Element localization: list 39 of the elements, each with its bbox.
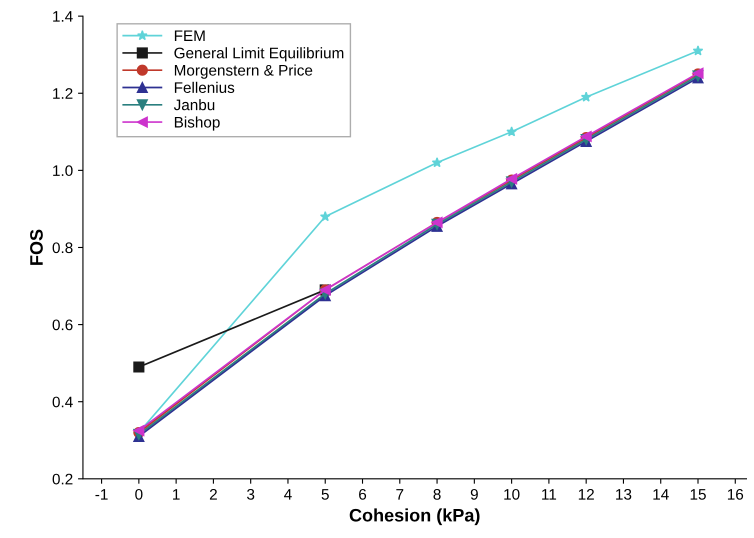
x-tick-label: 7 [396,489,404,500]
point [320,211,331,222]
legend-label: Janbu [174,99,214,110]
x-tick-label: 1 [173,489,180,500]
legend-label: FEM [174,30,205,41]
point [432,157,442,168]
point [133,361,144,373]
x-axis-title: Cohesion (kPa) [350,508,480,526]
point [580,92,592,102]
x-tick-label: 11 [542,489,556,500]
x-tick-label: 6 [359,488,366,500]
x-tick-label: 2 [210,488,217,500]
x-tick-label: -1 [95,489,108,500]
x-tick-label: 13 [616,488,632,500]
y-tick-label: 0.8 [52,242,73,254]
x-tick-label: 9 [470,488,478,500]
y-axis-title: FOS [30,230,43,265]
y-tick-label: 0.6 [52,319,73,330]
legend-label: General Limit Equilibrium [174,47,344,62]
x-tick-label: 14 [653,489,669,500]
y-tick-label: 0.2 [52,474,72,485]
legend-label: Morgenstern & Price [174,64,312,79]
point [692,45,704,56]
x-tick-label: 12 [578,488,594,500]
y-tick-label: 0.4 [52,396,73,408]
y-tick-label: 1.2 [53,88,72,99]
y-tick-label: 1.4 [53,11,73,22]
x-tick-label: 10 [504,488,520,500]
x-tick-label: 15 [690,489,706,500]
x-tick-label: 0 [135,488,143,500]
x-tick-label: 5 [322,489,329,500]
y-tick-label: 1.0 [53,165,73,176]
legend-label: Bishop [174,116,220,131]
x-tick-label: 4 [284,489,292,500]
x-tick-label: 16 [728,488,744,500]
legend-label: Fellenius [174,82,234,94]
x-tick-label: 3 [247,488,254,500]
point [506,126,517,136]
x-tick-label: 8 [433,488,441,500]
